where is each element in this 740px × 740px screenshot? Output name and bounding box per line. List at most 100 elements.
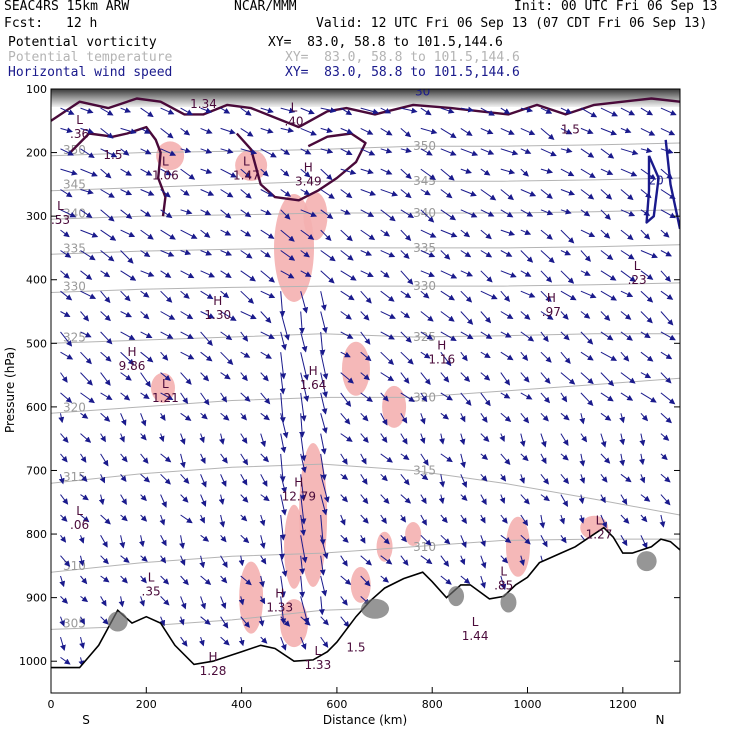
wind-arrow <box>460 392 472 406</box>
wind-arrow <box>540 229 553 240</box>
wind-arrow <box>80 107 94 114</box>
wind-arrow <box>300 392 307 422</box>
wind-arrow <box>640 331 651 339</box>
wind-arrow <box>200 229 211 238</box>
wind-arrow <box>440 189 453 199</box>
wind-arrow <box>300 494 307 525</box>
wind-arrow <box>420 473 429 481</box>
wind-arrow <box>80 229 99 238</box>
wind-arrow <box>179 453 186 469</box>
wind-arrow <box>320 453 327 481</box>
wind-arrow <box>500 209 514 218</box>
wind-arrow <box>420 514 427 526</box>
wind-arrow <box>360 250 373 256</box>
contour-label: 1.5 <box>561 123 580 137</box>
wind-arrow <box>619 433 626 446</box>
wind-arrow <box>460 148 479 157</box>
wind-arrow <box>180 168 196 180</box>
wind-arrow <box>280 555 288 577</box>
wind-arrow <box>640 535 648 549</box>
pv-extremum-value: .85 <box>494 578 513 592</box>
wind-arrow <box>419 413 426 425</box>
wind-arrow <box>260 351 272 359</box>
theta-line-label: 350 <box>413 139 436 153</box>
wind-arrow <box>460 331 474 340</box>
theta-line-label: 335 <box>413 241 436 255</box>
wind-arrow <box>460 229 471 238</box>
wind-arrow <box>140 290 150 298</box>
wind-arrow <box>180 351 195 360</box>
wind-arrow <box>580 209 591 217</box>
wind-arrow <box>540 311 554 320</box>
wind-arrow <box>60 250 72 258</box>
north-label: N <box>656 713 665 727</box>
wind-arrow <box>580 392 594 407</box>
wind-arrow <box>360 514 369 524</box>
pv-shade-blob <box>376 531 393 562</box>
pv-extremum-type: L <box>57 199 64 213</box>
wind-arrow <box>440 331 457 341</box>
wind-arrow <box>600 514 607 529</box>
wind-arrow <box>280 413 289 439</box>
wind-arrow <box>80 372 93 386</box>
wind-arrow <box>120 351 135 365</box>
pv-extremum-type: H <box>304 161 313 175</box>
wind-arrow <box>480 107 495 116</box>
wind-arrow <box>100 168 112 179</box>
wind-arrow <box>220 555 228 568</box>
wind-arrow <box>479 514 486 524</box>
wind-arrow <box>460 575 471 584</box>
wind-arrow <box>240 392 251 402</box>
wind-arrow <box>80 188 94 195</box>
legend-pv-xy: XY= 83.0, 58.8 to 101.5,144.6 <box>268 35 503 50</box>
wind-arrow <box>560 168 575 177</box>
wind-arrow <box>460 453 466 469</box>
wind-arrow <box>80 596 89 603</box>
wind-arrow <box>260 555 267 565</box>
wind-arrow <box>340 331 354 339</box>
pv-extremum-value: 1.30 <box>204 308 231 322</box>
wind-arrow <box>280 474 287 494</box>
wind-arrow <box>320 250 336 262</box>
wind-arrow <box>180 596 187 610</box>
wind-arrow <box>639 453 645 466</box>
wind-arrow <box>259 514 266 527</box>
wind-arrow <box>480 453 489 460</box>
wind-arrow <box>160 168 173 176</box>
wind-arrow <box>320 392 328 415</box>
wind-arrow <box>180 473 190 484</box>
wind-arrow <box>480 413 488 423</box>
wind-arrow <box>500 107 511 115</box>
wind-arrow <box>440 534 451 545</box>
wind-arrow <box>180 249 192 256</box>
wind-arrow <box>200 534 210 542</box>
pv-extremum-type: L <box>315 644 322 658</box>
wind-arrow <box>520 311 531 320</box>
wind-arrow <box>180 147 192 154</box>
wind-arrow <box>180 331 194 339</box>
terrain-shade <box>361 598 390 619</box>
wind-arrow <box>220 575 228 584</box>
pv-extremum-type: L <box>291 100 298 114</box>
wind-arrow <box>200 209 212 216</box>
wind-arrow <box>540 433 547 448</box>
wind-arrow <box>540 270 553 283</box>
wind-arrow <box>440 168 455 181</box>
wind-arrow <box>540 209 554 216</box>
wind-arrow <box>80 209 93 218</box>
wind-arrow <box>140 494 147 502</box>
wind-arrow <box>199 433 205 444</box>
wind-arrow <box>79 616 85 625</box>
wind-arrow <box>480 290 498 300</box>
wind-arrow <box>520 351 529 361</box>
wind-arrow <box>179 433 186 445</box>
wind-arrow <box>240 514 248 522</box>
wind-arrow <box>320 474 330 503</box>
contour-label: 1.5 <box>103 148 122 162</box>
x-axis-label: Distance (km) <box>323 713 407 727</box>
pv-extremum-type: L <box>76 113 83 127</box>
wind-arrow <box>340 127 354 134</box>
wind-arrow <box>260 148 277 158</box>
terrain-shade <box>448 586 465 607</box>
pv-shade-blob <box>284 504 305 589</box>
